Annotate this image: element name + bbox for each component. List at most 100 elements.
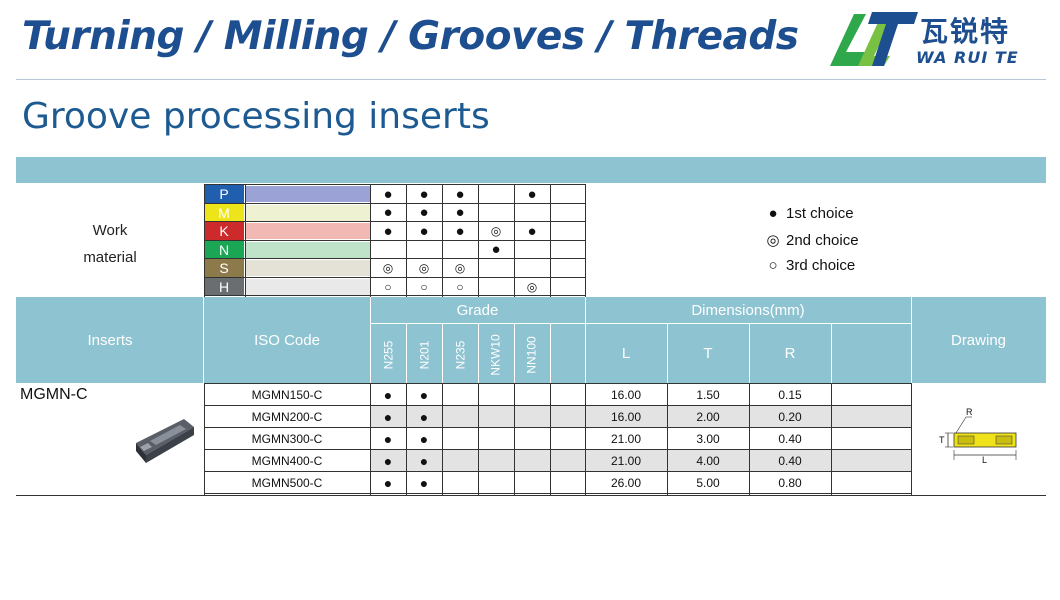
grade-availability-mark: ●: [419, 475, 429, 491]
material-letter-s: S: [204, 259, 244, 277]
material-suitability-mark: ●: [455, 185, 465, 203]
material-suitability-mark: ●: [419, 204, 429, 221]
table-row-shade: [370, 450, 911, 472]
grade-availability-mark: ●: [383, 409, 393, 425]
dimension-r-cell: 0.80: [778, 476, 802, 490]
material-suitability-mark: ●: [527, 222, 537, 240]
col-header-dimensions: Dimensions(mm): [691, 301, 805, 319]
product-family-label: MGMN-C: [20, 386, 88, 403]
legend-item: ○ 3rd choice: [764, 257, 855, 274]
material-suitability-mark: ○: [420, 279, 428, 294]
grade-label: NN100: [525, 336, 540, 374]
material-suitability-mark: ●: [383, 222, 393, 240]
iso-code-cell: MGMN200-C: [251, 410, 323, 424]
col-header-grade-nkw10: NKW10: [486, 329, 506, 381]
material-letter-h: H: [204, 277, 244, 296]
legend-symbol: ◎: [766, 232, 780, 249]
material-color-bar: [245, 186, 371, 202]
material-suitability-mark: ●: [455, 204, 465, 221]
grade-availability-mark: ●: [383, 431, 393, 447]
work-material-label-line2: material: [83, 249, 137, 266]
col-header-grade-nn100: NN100: [522, 329, 542, 381]
material-suitability-mark: ◎: [418, 261, 430, 275]
legend-item: ● 1st choice: [764, 205, 854, 222]
work-material-label: Work material: [16, 217, 204, 271]
grade-label: N201: [417, 340, 431, 370]
material-suitability-mark: ●: [383, 185, 393, 203]
grade-label: N235: [453, 340, 467, 370]
dimension-l-cell: 21.00: [610, 454, 642, 468]
material-color-bar: [245, 204, 371, 221]
material-color-bar: [245, 260, 371, 276]
legend-symbol: ●: [768, 205, 778, 222]
grade-availability-mark: ●: [383, 387, 393, 403]
col-header-grade-n201: N201: [414, 329, 434, 381]
table-top-band: [16, 157, 1046, 183]
page-header-title: Turning / Milling / Grooves / Threads: [22, 14, 799, 59]
dimension-t-cell: 3.00: [696, 432, 720, 446]
iso-code-cell: MGMN400-C: [251, 454, 323, 468]
dimension-r-cell: 0.20: [778, 410, 802, 424]
iso-code-cell: MGMN300-C: [251, 432, 323, 446]
iso-code-cell: MGMN150-C: [251, 388, 323, 402]
legend-label: 1st choice: [786, 205, 854, 222]
dimension-l-cell: 21.00: [610, 432, 642, 446]
material-suitability-mark: ◎: [490, 224, 502, 238]
dimension-l-cell: 26.00: [610, 476, 642, 490]
drawing-label-t: T: [939, 435, 945, 445]
col-header-drawing: Drawing: [950, 331, 1007, 349]
grade-label: N255: [381, 340, 395, 370]
col-header-l: L: [621, 344, 631, 362]
material-suitability-mark: ◎: [382, 261, 394, 275]
header-divider: [16, 79, 1046, 80]
dimension-t-cell: 5.00: [696, 476, 720, 490]
material-suitability-mark: ●: [491, 241, 501, 258]
iso-code-cell: MGMN500-C: [251, 476, 323, 490]
material-color-bar: [245, 278, 371, 295]
grade-availability-mark: ●: [419, 387, 429, 403]
work-material-label-line1: Work: [92, 222, 128, 239]
material-suitability-mark: ●: [527, 185, 537, 203]
material-color-bar: [245, 223, 371, 239]
col-header-r: R: [784, 344, 796, 362]
logo-chinese-text: 瓦锐特: [920, 15, 1011, 48]
dimension-r-cell: 0.40: [778, 454, 802, 468]
legend-label: 2nd choice: [786, 232, 859, 249]
material-suitability-mark: ○: [456, 279, 464, 294]
drawing-label-r: R: [966, 407, 973, 417]
company-logo: 瓦锐特 WA RUI TE: [828, 8, 1048, 70]
grade-availability-mark: ●: [419, 431, 429, 447]
col-header-inserts: Inserts: [87, 331, 133, 349]
material-suitability-mark: ●: [419, 222, 429, 240]
section-title: Groove processing inserts: [22, 96, 490, 137]
logo-english-text: WA RUI TE: [916, 48, 1019, 67]
logo-mark-icon: [830, 12, 918, 66]
grade-availability-mark: ●: [419, 409, 429, 425]
material-color-bar: [245, 241, 371, 258]
material-suitability-mark: ◎: [526, 279, 538, 294]
insert-image-icon: [136, 419, 194, 463]
material-suitability-mark: ●: [419, 185, 429, 203]
grade-availability-mark: ●: [383, 453, 393, 469]
dimension-l-cell: 16.00: [610, 410, 642, 424]
col-header-t: T: [703, 344, 713, 362]
grade-availability-mark: ●: [383, 475, 393, 491]
material-suitability-mark: ●: [383, 204, 393, 221]
col-header-iso-code: ISO Code: [254, 331, 320, 349]
material-suitability-mark: ◎: [454, 261, 466, 275]
dimension-t-cell: 4.00: [696, 454, 720, 468]
material-letter-k: K: [204, 222, 244, 240]
dimension-l-cell: 16.00: [610, 388, 642, 402]
legend-item: ◎ 2nd choice: [764, 231, 859, 249]
col-header-grade-n235: N235: [450, 329, 470, 381]
insert-drawing-icon: R T L: [939, 407, 1017, 463]
dimension-t-cell: 2.00: [696, 410, 720, 424]
col-header-grade-n255: N255: [378, 329, 398, 381]
dimension-r-cell: 0.40: [778, 432, 802, 446]
material-letter-m: M: [204, 203, 244, 222]
table-row-shade: [370, 406, 911, 428]
legend-label: 3rd choice: [786, 257, 856, 274]
material-letter-p: P: [204, 185, 244, 203]
column-header-band: [16, 297, 1046, 383]
legend-symbol: ○: [768, 257, 778, 274]
